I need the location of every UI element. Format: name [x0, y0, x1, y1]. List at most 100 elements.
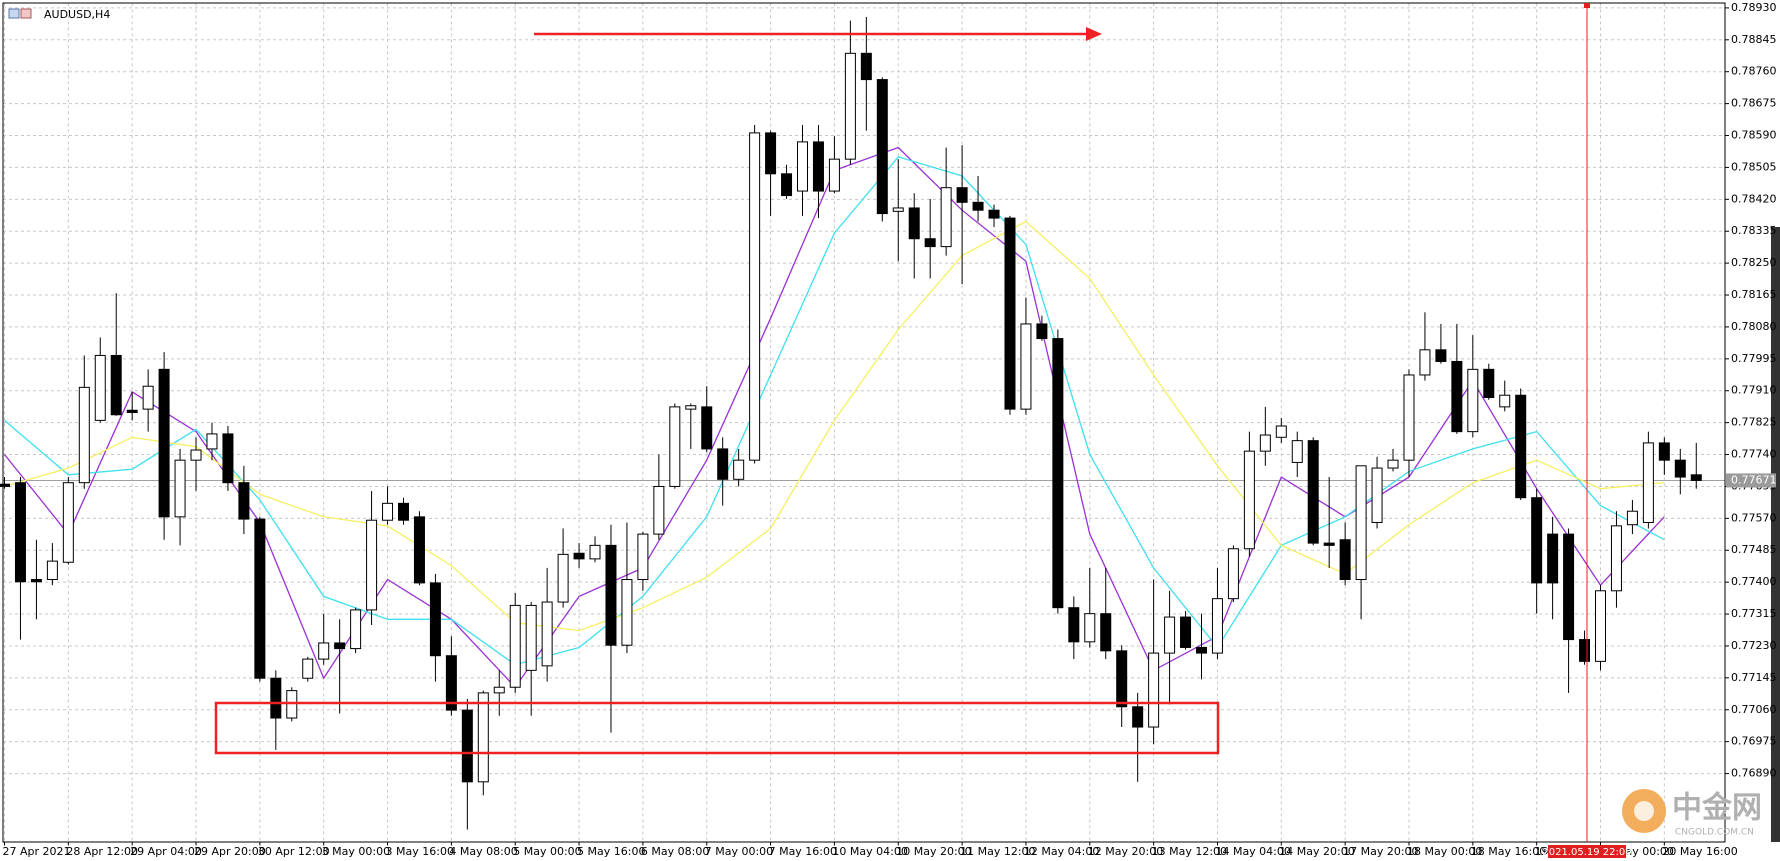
candle-body: [892, 207, 904, 212]
candle-body: [940, 187, 952, 248]
cursor-marker: [1584, 3, 1590, 8]
candle-body: [1674, 459, 1686, 478]
candle-body: [1483, 368, 1495, 398]
candle-body: [1196, 646, 1207, 654]
candle-body: [1180, 616, 1192, 648]
candle-body: [589, 544, 601, 560]
candle-body: [1499, 394, 1511, 408]
moving-average: [4, 156, 1665, 666]
watermark: 中金网 CNGOLD.COM.CN: [1622, 789, 1762, 838]
candle-body: [860, 52, 872, 81]
candle-body: [1451, 360, 1463, 433]
candle-body: [685, 405, 697, 410]
candle-body: [174, 459, 186, 518]
candle-body: [669, 406, 681, 487]
y-tick-label: 0.78080: [1731, 320, 1777, 333]
candle-body: [1658, 442, 1670, 461]
candle-body: [302, 658, 314, 679]
candle-body: [206, 433, 218, 450]
candle-body: [1531, 497, 1543, 584]
candle-body: [222, 433, 234, 484]
y-tick-label: 0.77485: [1731, 543, 1777, 556]
candle-body: [557, 553, 569, 603]
candle-body: [1387, 459, 1399, 469]
candle-body: [1036, 323, 1048, 340]
current-price-label: 0.77671: [1731, 473, 1777, 486]
y-tick-label: 0.77740: [1731, 448, 1777, 461]
x-tick-label: 6 May 08:00: [641, 845, 709, 858]
candle-body: [413, 516, 425, 584]
candle-body: [1020, 323, 1032, 410]
candle-body: [1227, 548, 1239, 600]
candle-body: [717, 448, 729, 480]
candle-body: [812, 141, 824, 192]
candle-body: [1259, 434, 1271, 452]
x-tick-label: 30 Apr 12:00: [258, 845, 330, 858]
candle-body: [509, 604, 521, 688]
support-box: [214, 701, 1220, 755]
candle-body: [797, 141, 808, 192]
candle-body: [1642, 442, 1654, 523]
candle-body: [238, 482, 250, 520]
y-tick-label: 0.77995: [1731, 352, 1777, 365]
candle-body: [1323, 542, 1335, 546]
x-tick-label: 18 May 00:00: [1407, 845, 1482, 858]
candle-body: [445, 655, 457, 711]
candle-body: [318, 642, 330, 660]
candle-body: [765, 132, 777, 175]
candle-body: [1547, 533, 1559, 584]
candle-body: [573, 552, 585, 560]
candle-body: [1275, 425, 1287, 438]
candle-body: [14, 482, 26, 583]
candle-body: [1164, 616, 1176, 654]
axes: 0.78930 0.78845 0.78760 0.78675 0.78590 0.785…: [3, 1, 1777, 858]
chart-title: AUDUSD,H4: [44, 8, 110, 21]
candle-body: [749, 132, 761, 461]
candle-body: [621, 579, 633, 646]
candle-body: [1467, 368, 1479, 433]
y-tick-label: 0.78165: [1731, 288, 1777, 301]
scrollbar: [1771, 227, 1780, 842]
cursor-label: 2021.05.19 22:00: [1542, 847, 1631, 858]
candle-body: [956, 187, 968, 203]
watermark-title: 中金网: [1672, 791, 1762, 826]
x-tick-label: 12 May 04:00: [1024, 845, 1099, 858]
y-tick-label: 0.77145: [1731, 671, 1777, 684]
candle-body: [605, 544, 617, 646]
x-tick-label: 14 May 04:00: [1215, 845, 1290, 858]
candle-body: [286, 690, 298, 719]
candle-body: [398, 502, 409, 521]
annotations: [214, 3, 1590, 842]
y-tick-label: 0.78505: [1731, 160, 1777, 173]
candle-body: [1243, 450, 1255, 550]
symbol-header: AUDUSD,H4: [8, 8, 110, 21]
x-tick-label: 3 May 16:00: [386, 845, 454, 858]
candle-body: [94, 354, 106, 421]
y-tick-label: 0.76975: [1731, 735, 1777, 748]
x-tick-label: 29 Apr 04:00: [130, 845, 202, 858]
y-tick-label: 0.77570: [1731, 511, 1777, 524]
x-tick-label: 12 May 20:00: [1088, 845, 1163, 858]
candle-body: [382, 502, 394, 521]
x-tick-label: 27 Apr 2021: [3, 845, 71, 858]
y-tick-label: 0.77230: [1731, 639, 1777, 652]
candle-body: [1339, 539, 1351, 581]
moving-average: [4, 220, 1665, 632]
candle-body: [844, 52, 856, 160]
candle-body: [972, 201, 984, 211]
y-tick-label: 0.78335: [1731, 224, 1777, 237]
candle-body: [1307, 440, 1319, 544]
candle-body: [1100, 613, 1112, 652]
y-tick-label: 0.77315: [1731, 607, 1777, 620]
candle-body: [158, 368, 170, 518]
candle-body: [110, 354, 122, 416]
candle-body: [1563, 533, 1575, 641]
x-tick-label: 28 Apr 12:00: [66, 845, 138, 858]
candle-body: [541, 601, 553, 667]
candle-body: [366, 519, 378, 611]
arrow-head: [1086, 27, 1102, 41]
candle-body: [429, 582, 441, 657]
candle-body: [190, 449, 202, 461]
y-tick-label: 0.77060: [1731, 703, 1777, 716]
